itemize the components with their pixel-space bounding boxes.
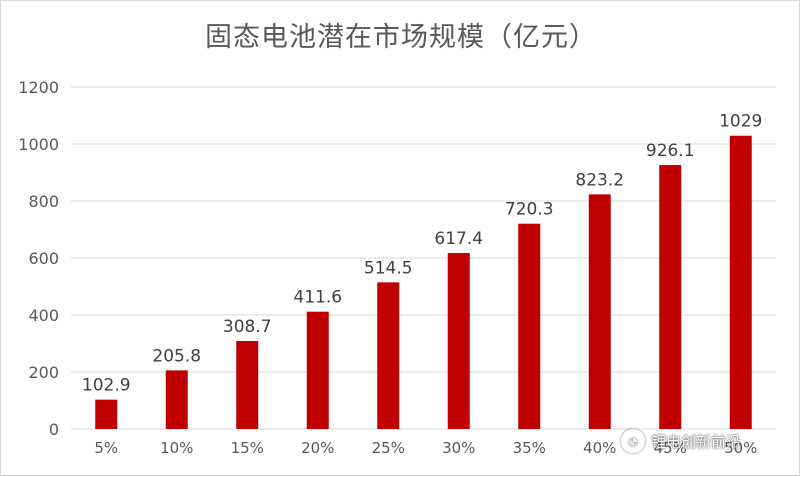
data-label: 926.1 [646,141,695,161]
data-label: 411.6 [293,288,342,308]
x-tick-label: 35% [513,439,546,457]
bar [95,399,118,429]
y-tick-label: 200 [28,363,59,382]
x-tick-label: 20% [301,439,334,457]
x-tick-label: 25% [372,439,405,457]
data-label: 308.7 [223,317,272,337]
data-label: 617.4 [434,229,483,249]
y-tick-label: 1000 [18,135,59,154]
bar [518,223,541,429]
data-label: 1029 [719,112,762,132]
data-label: 823.2 [575,170,624,190]
data-label: 102.9 [82,376,131,396]
x-tick-label: 50% [724,439,757,457]
x-tick-label: 5% [94,439,118,457]
bar [236,341,259,429]
wechat-icon: ◔ [621,429,645,453]
y-tick-label: 600 [28,249,59,268]
watermark: ◔ 锂电创新前沿 [621,429,741,453]
data-label: 205.8 [152,346,201,366]
watermark-text: 锂电创新前沿 [651,432,742,451]
x-tick-label: 45% [654,439,687,457]
x-tick-label: 10% [160,439,193,457]
bar [447,253,470,429]
x-tick-label: 30% [442,439,475,457]
bar [588,194,611,429]
y-tick-label: 1200 [18,78,59,97]
data-label: 720.3 [505,200,554,220]
bar [306,311,329,429]
data-label: 514.5 [364,258,413,278]
y-tick-label: 800 [28,192,59,211]
y-tick-label: 0 [49,420,59,439]
bar [377,282,400,429]
y-tick-label: 400 [28,306,59,325]
bar [659,165,682,429]
x-tick-label: 40% [583,439,616,457]
x-tick-label: 15% [231,439,264,457]
bar [165,370,188,429]
bar [729,135,752,430]
chart-title: 固态电池潜在市场规模（亿元） [205,22,597,53]
